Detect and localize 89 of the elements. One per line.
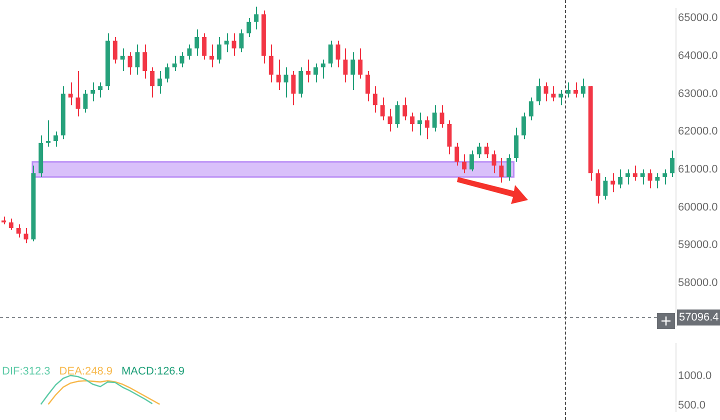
candlestick bbox=[365, 70, 370, 102]
candlestick bbox=[358, 48, 363, 80]
y-tick-label: 65000.0 bbox=[678, 12, 718, 24]
candlestick bbox=[454, 142, 460, 166]
candlestick bbox=[410, 112, 415, 132]
y-tick-label: 64000.0 bbox=[678, 50, 718, 62]
legend-label: MACD:126.9 bbox=[122, 366, 184, 378]
y-tick-label: 58000.0 bbox=[678, 276, 718, 289]
candlestick bbox=[573, 82, 578, 98]
candlestick bbox=[320, 59, 326, 80]
candlestick bbox=[68, 82, 73, 106]
candlestick bbox=[187, 44, 192, 60]
candlestick bbox=[447, 120, 452, 155]
candlestick bbox=[120, 48, 125, 72]
candlestick bbox=[395, 100, 400, 128]
candlestick bbox=[610, 172, 616, 193]
candlestick bbox=[380, 97, 385, 121]
candlestick bbox=[313, 62, 318, 83]
candlestick bbox=[209, 44, 214, 68]
candlestick bbox=[224, 32, 229, 53]
candlestick bbox=[580, 78, 586, 98]
candlestick bbox=[476, 142, 482, 159]
candlestick bbox=[98, 82, 103, 98]
candlestick bbox=[506, 154, 512, 182]
candlestick bbox=[372, 86, 378, 114]
candlestick bbox=[202, 32, 207, 60]
candlestick bbox=[417, 112, 422, 136]
candlestick bbox=[655, 172, 660, 189]
candlestick bbox=[8, 218, 14, 230]
candlestick bbox=[343, 48, 348, 83]
candlestick bbox=[164, 62, 170, 83]
candlestick bbox=[603, 176, 608, 200]
candlestick bbox=[350, 52, 356, 90]
series-label: DIF:312.3 bbox=[2, 366, 50, 378]
candlestick bbox=[566, 82, 571, 98]
y-tick-label: 60000.0 bbox=[678, 201, 718, 214]
candlestick bbox=[135, 44, 140, 76]
candlestick bbox=[46, 120, 51, 148]
ref-line-label: 57096.4 bbox=[679, 312, 719, 324]
candlestick bbox=[596, 168, 600, 204]
candlestick bbox=[239, 28, 244, 53]
candlestick bbox=[157, 70, 162, 94]
candlestick bbox=[625, 168, 630, 186]
candlestick bbox=[462, 154, 467, 174]
y-tick-label: 63000.0 bbox=[678, 88, 718, 100]
candlestick bbox=[112, 36, 118, 64]
candlestick bbox=[424, 116, 430, 140]
candlestick bbox=[172, 55, 177, 72]
candlestick bbox=[254, 6, 259, 30]
candlestick bbox=[521, 112, 526, 140]
candlestick bbox=[76, 70, 80, 117]
series-label: DEA:248.9 bbox=[59, 366, 113, 378]
y-tick-label: 59000.0 bbox=[678, 239, 718, 252]
y-tick-label: 500.0 bbox=[678, 400, 706, 412]
candlestick bbox=[558, 89, 564, 106]
y-tick-label: 1000.0 bbox=[678, 370, 712, 382]
candlestick bbox=[291, 70, 296, 106]
candlestick bbox=[306, 59, 311, 83]
candlestick bbox=[632, 165, 638, 182]
candlestick bbox=[150, 66, 155, 98]
y-tick-label: 61000.0 bbox=[678, 163, 718, 176]
candlestick bbox=[484, 142, 489, 159]
candlestick bbox=[246, 18, 252, 38]
candlestick bbox=[16, 224, 21, 238]
candlestick bbox=[216, 36, 222, 64]
candlestick bbox=[276, 59, 281, 90]
candlestick bbox=[551, 86, 556, 102]
candlestick bbox=[53, 131, 58, 148]
candlestick bbox=[469, 150, 474, 172]
candlestick bbox=[662, 168, 668, 186]
candlestick bbox=[90, 82, 96, 102]
candlestick bbox=[83, 89, 88, 114]
candlestick bbox=[194, 28, 200, 56]
candlestick bbox=[536, 78, 541, 106]
candlestick bbox=[432, 104, 437, 132]
candlestick bbox=[24, 228, 28, 244]
candlestick bbox=[142, 44, 148, 80]
candlestick bbox=[618, 168, 623, 189]
candlestick bbox=[514, 127, 519, 162]
y-tick-label: 62000.0 bbox=[678, 126, 718, 138]
candlestick bbox=[440, 104, 444, 128]
candlestick bbox=[670, 150, 675, 178]
candlestick bbox=[268, 44, 274, 83]
candlestick bbox=[328, 40, 333, 68]
candlestick bbox=[298, 66, 304, 98]
candlestick bbox=[640, 168, 645, 186]
candlestick bbox=[402, 97, 408, 121]
candlestick bbox=[528, 97, 534, 121]
candlestick bbox=[499, 158, 504, 184]
